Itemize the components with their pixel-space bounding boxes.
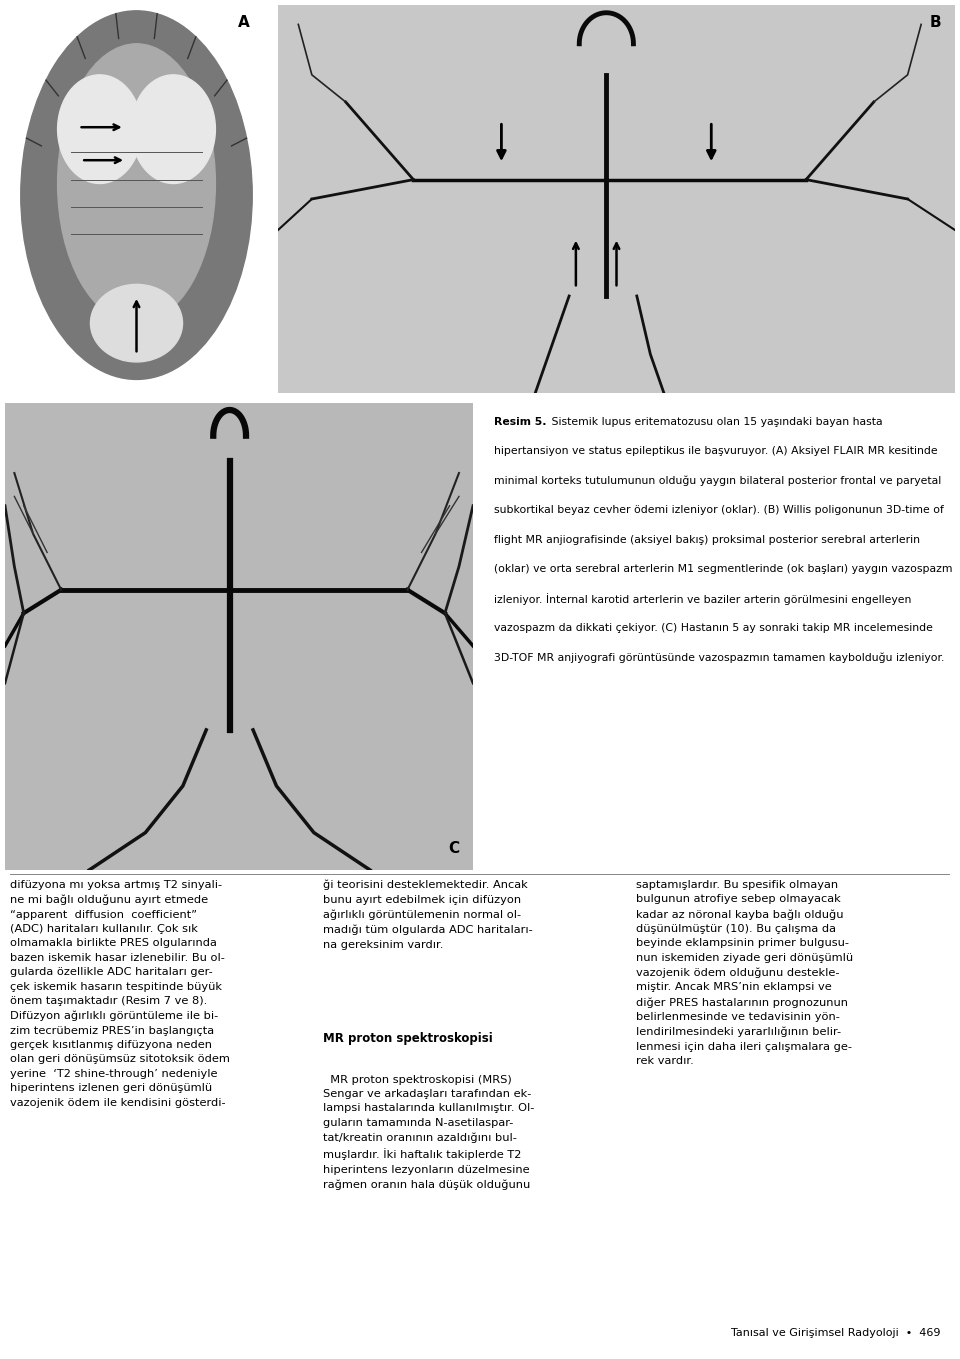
Text: vazospazm da dikkati çekiyor. (C) Hastanın 5 ay sonraki takip MR incelemesinde: vazospazm da dikkati çekiyor. (C) Hastan…	[494, 622, 933, 633]
Text: MR proton spektroskopisi: MR proton spektroskopisi	[323, 1031, 492, 1045]
Text: minimal korteks tutulumunun olduğu yaygın bilateral posterior frontal ve paryeta: minimal korteks tutulumunun olduğu yaygı…	[494, 476, 942, 487]
Text: B: B	[930, 15, 942, 30]
Text: 3D-TOF MR anjiyografi görüntüsünde vazospazmın tamamen kaybolduğu izleniyor.: 3D-TOF MR anjiyografi görüntüsünde vazos…	[494, 652, 945, 663]
Ellipse shape	[90, 284, 182, 361]
Text: MR proton spektroskopisi (MRS)
Sengar ve arkadaşları tarafından ek-
lampsi hasta: MR proton spektroskopisi (MRS) Sengar ve…	[323, 1075, 535, 1190]
Ellipse shape	[58, 43, 215, 323]
Text: izleniyor. İnternal karotid arterlerin ve baziler arterin görülmesini engelleyen: izleniyor. İnternal karotid arterlerin v…	[494, 594, 911, 606]
Text: C: C	[447, 841, 459, 856]
Text: hipertansiyon ve status epileptikus ile başvuruyor. (A) Aksiyel FLAIR MR kesitin: hipertansiyon ve status epileptikus ile …	[494, 446, 938, 457]
Text: Tanısal ve Girişimsel Radyoloji  •  469: Tanısal ve Girişimsel Radyoloji • 469	[732, 1328, 941, 1337]
Text: ği teorisini desteklemektedir. Ancak
bunu ayırt edebilmek için difüzyon
ağırlıkl: ği teorisini desteklemektedir. Ancak bun…	[323, 881, 533, 950]
Text: Resim 5.: Resim 5.	[494, 417, 546, 427]
Text: A: A	[238, 15, 250, 30]
Ellipse shape	[58, 75, 142, 183]
Ellipse shape	[21, 11, 252, 379]
Text: Sistemik lupus eritematozusu olan 15 yaşındaki bayan hasta: Sistemik lupus eritematozusu olan 15 yaş…	[548, 417, 883, 427]
Text: flight MR anjiografisinde (aksiyel bakış) proksimal posterior serebral arterleri: flight MR anjiografisinde (aksiyel bakış…	[494, 534, 920, 545]
Text: (oklar) ve orta serebral arterlerin M1 segmentlerinde (ok başları) yaygın vazosp: (oklar) ve orta serebral arterlerin M1 s…	[494, 564, 952, 573]
Text: difüzyona mı yoksa artmış T2 sinyali-
ne mi bağlı olduğunu ayırt etmede
“apparen: difüzyona mı yoksa artmış T2 sinyali- ne…	[10, 881, 229, 1108]
Text: subkortikal beyaz cevher ödemi izleniyor (oklar). (B) Willis poligonunun 3D-time: subkortikal beyaz cevher ödemi izleniyor…	[494, 506, 944, 515]
Ellipse shape	[132, 75, 215, 183]
Text: saptamışlardır. Bu spesifik olmayan
bulgunun atrofiye sebep olmayacak
kadar az n: saptamışlardır. Bu spesifik olmayan bulg…	[636, 881, 853, 1065]
